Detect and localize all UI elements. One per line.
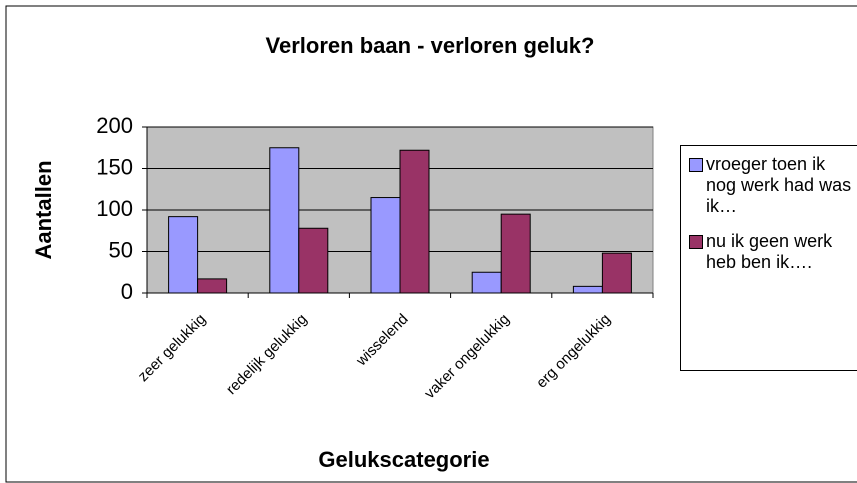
y-tick-label: 200 <box>96 113 133 138</box>
bar <box>399 149 430 294</box>
bar <box>298 227 329 294</box>
legend-entry: nu ik geen werk heb ben ik…. <box>689 231 857 273</box>
legend-swatch <box>689 235 703 249</box>
chart-title: Verloren baan - verloren geluk? <box>266 33 595 58</box>
x-tick-label: vaker ongelukkig <box>421 311 513 403</box>
bar <box>197 278 228 294</box>
bar <box>500 213 531 294</box>
legend-label: nu ik geen werk heb ben ik…. <box>706 231 833 272</box>
x-tick-label: wisselend <box>352 311 411 370</box>
bar <box>572 285 603 294</box>
y-tick-label: 50 <box>109 237 133 262</box>
legend-swatch <box>689 158 703 172</box>
bar <box>471 271 502 294</box>
bar <box>601 252 632 294</box>
x-axis-title: Gelukscategorie <box>318 447 489 472</box>
bar <box>370 197 401 294</box>
y-axis-title: Aantallen <box>31 160 56 259</box>
x-tick-label: zeer gelukkig <box>135 311 210 386</box>
x-tick-label: erg ongelukkig <box>533 311 614 392</box>
y-tick-label: 100 <box>96 196 133 221</box>
chart-border <box>5 5 857 483</box>
y-tick-label: 0 <box>121 279 133 304</box>
y-tick-label: 150 <box>96 154 133 179</box>
x-tick-label: redelijk gelukkig <box>223 311 310 398</box>
legend-label: vroeger toen ik nog werk had was ik… <box>706 154 852 216</box>
legend-entry: vroeger toen ik nog werk had was ik… <box>689 154 857 217</box>
bar <box>269 147 300 294</box>
legend: vroeger toen ik nog werk had was ik… nu i… <box>680 145 857 371</box>
bar <box>168 216 199 294</box>
